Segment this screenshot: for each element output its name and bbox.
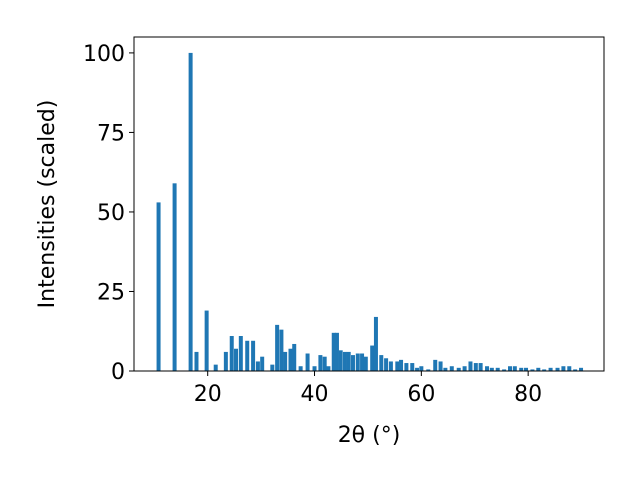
bar <box>462 366 467 371</box>
bar <box>384 358 389 371</box>
bar <box>156 202 161 371</box>
y-tick-label: 50 <box>97 201 125 226</box>
bar <box>338 350 343 371</box>
x-tick-label: 20 <box>194 382 222 407</box>
bar <box>204 310 209 371</box>
y-tick-label: 75 <box>97 121 125 146</box>
bar <box>298 366 303 371</box>
bar <box>456 367 461 371</box>
bar <box>288 348 293 371</box>
bar <box>334 332 339 371</box>
bar <box>573 369 578 371</box>
bar <box>519 367 524 371</box>
bar <box>433 359 438 371</box>
bar <box>478 363 483 371</box>
bar <box>373 316 378 371</box>
bar <box>579 367 584 371</box>
bar <box>379 355 384 371</box>
bar <box>260 356 265 371</box>
bar <box>388 361 393 371</box>
bar <box>495 367 500 371</box>
y-axis-label: Intensities (scaled) <box>35 100 60 309</box>
bar <box>567 366 572 371</box>
y-tick-label: 100 <box>83 42 125 67</box>
bar <box>399 359 404 371</box>
bar <box>426 369 431 371</box>
bar <box>410 363 415 371</box>
bar <box>346 351 351 371</box>
bar <box>524 367 529 371</box>
bar <box>473 363 478 371</box>
bar <box>275 324 280 371</box>
bar <box>419 366 424 371</box>
x-tick-label: 60 <box>407 382 435 407</box>
bar <box>548 367 553 371</box>
bar <box>404 363 409 371</box>
bar <box>360 353 365 371</box>
bar <box>322 356 327 371</box>
bar <box>438 361 443 371</box>
bar <box>283 351 288 371</box>
bar <box>350 355 355 371</box>
bar <box>213 364 218 371</box>
bar <box>415 367 420 371</box>
bar <box>312 366 317 371</box>
y-tick-label: 25 <box>97 280 125 305</box>
bar <box>229 336 234 371</box>
bar <box>443 367 448 371</box>
bar <box>395 361 400 371</box>
bar <box>331 332 336 371</box>
y-tick-label: 0 <box>111 360 125 385</box>
bar <box>270 364 275 371</box>
bar <box>536 367 541 371</box>
plot-frame <box>133 36 605 372</box>
bar <box>489 367 494 371</box>
bar <box>370 345 375 371</box>
bar <box>318 355 323 371</box>
bar <box>251 340 256 371</box>
x-tick-label: 80 <box>514 382 542 407</box>
bar <box>223 351 228 371</box>
bar <box>502 369 507 371</box>
bar <box>342 351 347 371</box>
bar <box>245 340 250 371</box>
bar <box>530 369 535 371</box>
bar <box>194 351 199 371</box>
bar <box>449 366 454 371</box>
bar <box>363 356 368 371</box>
bar <box>279 329 284 371</box>
bar <box>305 353 310 371</box>
bar <box>326 366 331 371</box>
bar <box>234 348 239 371</box>
bar <box>292 343 297 371</box>
bar <box>512 366 517 371</box>
bar <box>255 361 260 371</box>
bar <box>468 361 473 371</box>
x-tick-label: 40 <box>301 382 329 407</box>
bar <box>485 366 490 371</box>
bar <box>355 353 360 371</box>
bar <box>508 366 512 371</box>
bar <box>238 336 243 371</box>
bar <box>555 367 560 371</box>
bar <box>188 52 193 372</box>
bar <box>542 369 547 371</box>
bar <box>561 366 566 371</box>
bar <box>172 183 177 371</box>
x-axis-label: 2θ (°) <box>338 423 401 448</box>
